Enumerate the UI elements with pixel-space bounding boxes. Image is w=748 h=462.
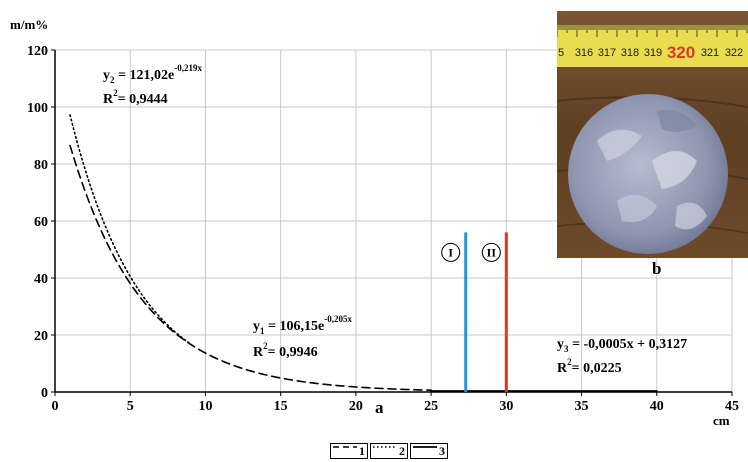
sample-disk: [568, 94, 728, 254]
x-tick-label-6: 30: [499, 399, 513, 414]
legend-swatch-3: [411, 444, 439, 458]
y-tick-label-4: 80: [34, 158, 48, 173]
x-tick-label-1: 5: [127, 399, 134, 414]
y-tick-label-6: 120: [27, 44, 48, 59]
ruler-number-320: 320: [667, 43, 695, 62]
x-tick-labels: 0 5 10 15 20 25 30 35 40 45: [52, 399, 740, 414]
x-tick-label-8: 40: [650, 399, 664, 414]
r2-1: R2= 0,9946: [253, 341, 318, 360]
y-axis-label: m/m%: [10, 17, 48, 32]
y-tick-labels: 0 20 40 60 80 100 120: [27, 44, 48, 401]
panel-label-b: b: [652, 259, 661, 278]
y-tick-label-1: 20: [34, 329, 48, 344]
ruler-number-316: 316: [575, 47, 593, 59]
sample-photo: 5 316 317 318 319 320 321 322: [557, 11, 748, 258]
x-tick-label-0: 0: [52, 399, 59, 414]
r2-2: R2= 0,9444: [103, 88, 168, 107]
x-tick-label-5: 25: [424, 399, 438, 414]
equation-3: y3 = -0,0005x + 0,3127: [557, 337, 687, 354]
ruler-number-318: 318: [621, 47, 639, 59]
y-tick-label-5: 100: [27, 101, 48, 116]
y-tick-label-3: 60: [34, 215, 48, 230]
ruler-number-5: 5: [558, 47, 564, 59]
legend-label-1: 1: [359, 444, 365, 459]
x-axis-label: cm: [713, 413, 730, 428]
legend-item-2: 2: [370, 443, 408, 459]
ruler-number-319: 319: [644, 47, 662, 59]
series-line-1: [70, 146, 431, 391]
panel-label-a: a: [375, 398, 384, 417]
ruler-number-322: 322: [725, 47, 743, 59]
legend-item-1: 1: [330, 443, 368, 459]
legend: 1 2 3: [330, 443, 450, 459]
equation-1: y1 = 106,15e-0,205x: [253, 314, 352, 336]
x-tick-label-9: 45: [725, 399, 739, 414]
y-tick-label-2: 40: [34, 272, 48, 287]
legend-label-2: 2: [399, 444, 405, 459]
equation-2: y2 = 121,02e-0,219x: [103, 63, 202, 85]
legend-swatch-2: [371, 444, 399, 458]
ruler-number-321: 321: [701, 47, 719, 59]
legend-label-3: 3: [439, 444, 445, 459]
marker-label-II: II: [487, 245, 497, 259]
x-tick-label-7: 35: [575, 399, 589, 414]
x-tick-label-3: 15: [274, 399, 288, 414]
r2-3: R2= 0,0225: [557, 357, 622, 376]
sample-photo-drawing: 5 316 317 318 319 320 321 322: [557, 11, 748, 258]
x-tick-label-4: 20: [349, 399, 363, 414]
ruler-number-317: 317: [598, 47, 616, 59]
marker-label-I: I: [448, 245, 453, 259]
x-tick-label-2: 10: [198, 399, 212, 414]
y-tick-label-0: 0: [41, 386, 48, 401]
legend-swatch-1: [331, 444, 359, 458]
legend-item-3: 3: [410, 443, 448, 459]
